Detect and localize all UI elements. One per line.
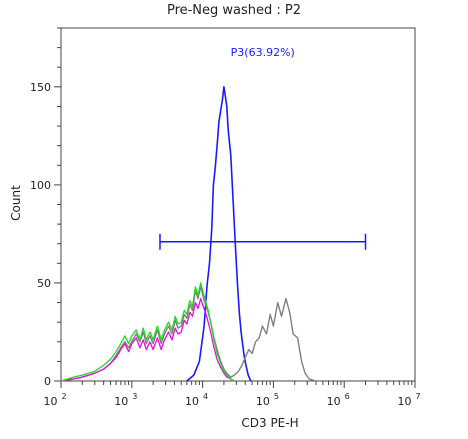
- series-group: [60, 86, 317, 382]
- x-tick-label: 10 2: [43, 392, 66, 408]
- plot-frame: [60, 27, 416, 382]
- series-line-3: [60, 297, 235, 382]
- y-tick-label: 0: [44, 375, 51, 388]
- y-tick-label: 50: [37, 277, 51, 290]
- series-line-4: [60, 282, 235, 382]
- x-tick-label: 10 6: [327, 392, 350, 408]
- x-tick-label: 10 7: [397, 392, 420, 408]
- y-tick-label: 150: [30, 81, 51, 94]
- gate-p3: P3(63.92%): [159, 46, 367, 250]
- chart-title: Pre-Neg washed : P2: [166, 3, 302, 18]
- gate-label: P3(63.92%): [231, 46, 295, 59]
- x-tick-label: 10 3: [114, 392, 137, 408]
- series-line-2: [60, 286, 317, 382]
- y-tick-label: 100: [30, 179, 51, 192]
- x-tick-label: 10 4: [185, 392, 208, 408]
- x-axis-label: CD3 PE-H: [241, 416, 299, 430]
- x-axis: 10 2 10 3 10 4 10 5 10 6 10 7: [43, 381, 421, 408]
- y-axis: 0 50 100 150: [30, 27, 61, 388]
- series-line-1: [186, 86, 252, 382]
- x-tick-label: 10 5: [256, 392, 279, 408]
